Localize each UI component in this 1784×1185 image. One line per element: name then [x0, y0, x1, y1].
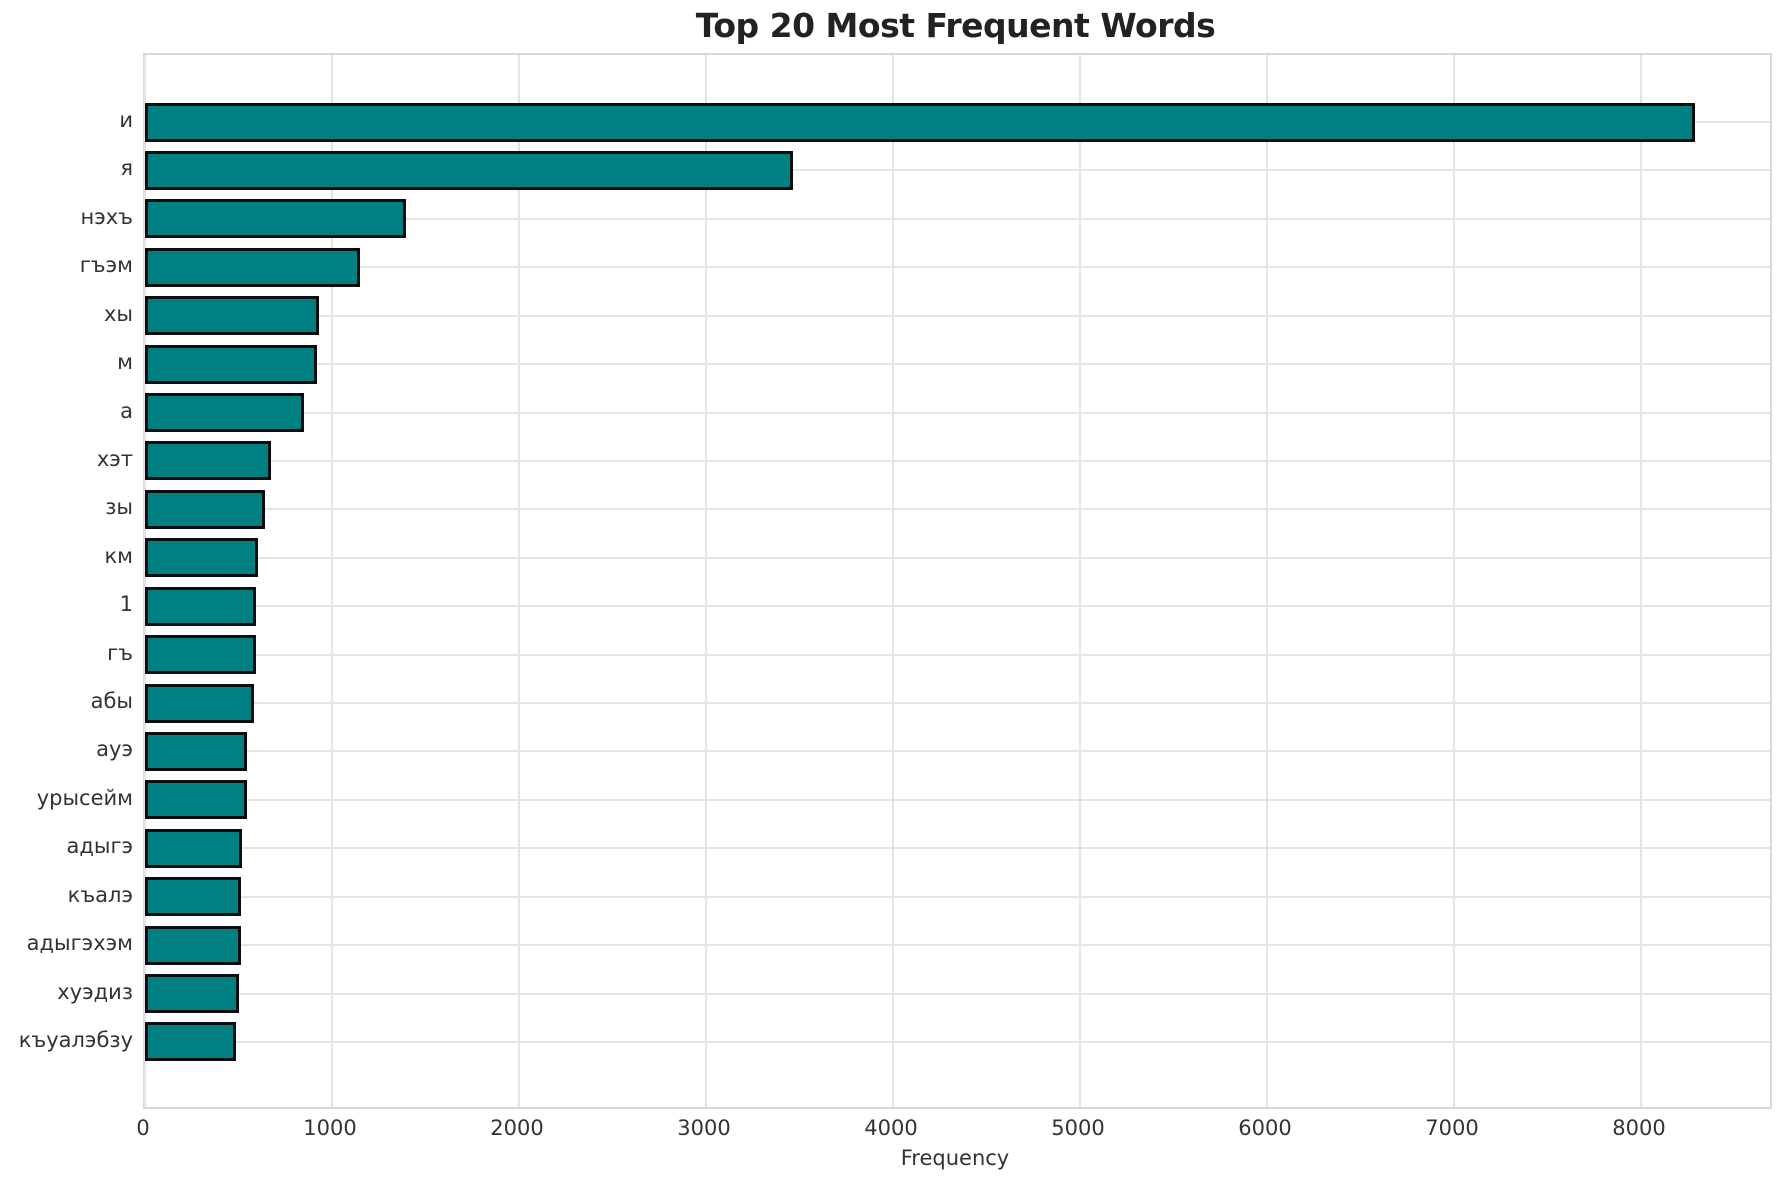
gridline-horizontal	[145, 169, 1770, 172]
x-axis-tick-label: 7000	[1425, 1116, 1479, 1140]
gridline-horizontal	[145, 944, 1770, 947]
y-axis-tick-label: и	[119, 108, 133, 132]
plot-area	[143, 53, 1772, 1109]
gridline-horizontal	[145, 459, 1770, 462]
bar	[145, 586, 257, 626]
gridline-vertical	[1639, 55, 1642, 1107]
bar	[145, 393, 304, 433]
y-axis-tick-label: урысейм	[36, 785, 133, 810]
gridline-vertical	[704, 55, 707, 1107]
x-axis-tick-label: 8000	[1612, 1116, 1666, 1140]
y-axis-tick-label: я	[120, 156, 133, 181]
gridline-horizontal	[145, 556, 1770, 559]
gridline-horizontal	[145, 847, 1770, 850]
y-axis-tick-label: м	[117, 350, 133, 375]
x-axis-tick-label: 0	[136, 1116, 150, 1140]
gridline-horizontal	[145, 314, 1770, 317]
y-axis-tick-label: хы	[103, 301, 133, 326]
y-axis-tick-label: ауэ	[96, 737, 133, 762]
gridline-vertical	[1265, 55, 1268, 1107]
gridline-horizontal	[145, 798, 1770, 801]
y-axis-tick-label: гъэм	[79, 253, 133, 278]
y-axis-tick-label: 1	[119, 592, 133, 617]
bar	[145, 731, 248, 771]
bar	[145, 247, 361, 287]
x-axis-tick-label: 6000	[1238, 1116, 1292, 1140]
x-axis-tick-label: 1000	[303, 1116, 357, 1140]
gridline-vertical	[1452, 55, 1455, 1107]
x-axis-tick-label: 5000	[1051, 1116, 1105, 1140]
gridline-vertical	[330, 55, 333, 1107]
y-axis-tick-label: км	[104, 543, 133, 568]
x-axis-tick-label: 2000	[490, 1116, 544, 1140]
bar	[145, 1022, 237, 1062]
chart-title: Top 20 Most Frequent Words	[695, 6, 1216, 45]
y-axis-tick-label: къалэ	[67, 882, 133, 907]
x-axis-label: Frequency	[900, 1146, 1010, 1170]
gridline-vertical	[1078, 55, 1081, 1107]
bar	[145, 296, 319, 336]
y-axis-tick-label: хэт	[96, 446, 133, 471]
bar	[145, 150, 793, 190]
y-axis-tick-label: нэхъ	[80, 204, 133, 229]
gridline-horizontal	[145, 750, 1770, 753]
gridline-horizontal	[145, 702, 1770, 705]
x-axis-tick-label: 3000	[677, 1116, 731, 1140]
gridline-horizontal	[145, 895, 1770, 898]
y-axis-tick-label: абы	[90, 689, 133, 714]
bar	[145, 635, 257, 675]
gridline-horizontal	[145, 411, 1770, 414]
bar	[145, 538, 258, 578]
bar	[145, 489, 265, 529]
gridline-horizontal	[145, 363, 1770, 366]
y-axis-tick-label: зы	[105, 495, 133, 520]
gridline-vertical	[517, 55, 520, 1107]
y-axis-tick-label: а	[120, 398, 133, 423]
y-axis-tick-label: адыгэхэм	[26, 931, 133, 956]
bar	[145, 344, 318, 384]
gridline-horizontal	[145, 992, 1770, 995]
bar	[145, 828, 243, 868]
bar	[145, 780, 248, 820]
y-axis-tick-label: хуэдиз	[57, 979, 133, 1004]
y-axis-tick-label: адыгэ	[66, 834, 133, 859]
bar	[145, 974, 240, 1014]
bar	[145, 199, 406, 239]
y-axis-tick-label: къуалэбзу	[18, 1027, 133, 1052]
gridline-vertical	[144, 55, 146, 1107]
bar	[145, 877, 242, 917]
x-axis-tick-label: 4000	[864, 1116, 918, 1140]
bar	[145, 683, 255, 723]
gridline-horizontal	[145, 266, 1770, 269]
gridline-horizontal	[145, 605, 1770, 608]
bar	[145, 925, 241, 965]
gridline-horizontal	[145, 508, 1770, 511]
y-axis-tick-label: гъ	[107, 640, 133, 665]
gridline-horizontal	[145, 653, 1770, 656]
bar	[145, 441, 271, 481]
gridline-horizontal	[145, 1040, 1770, 1043]
gridline-horizontal	[145, 217, 1770, 220]
gridline-vertical	[891, 55, 894, 1107]
bar	[145, 102, 1696, 142]
